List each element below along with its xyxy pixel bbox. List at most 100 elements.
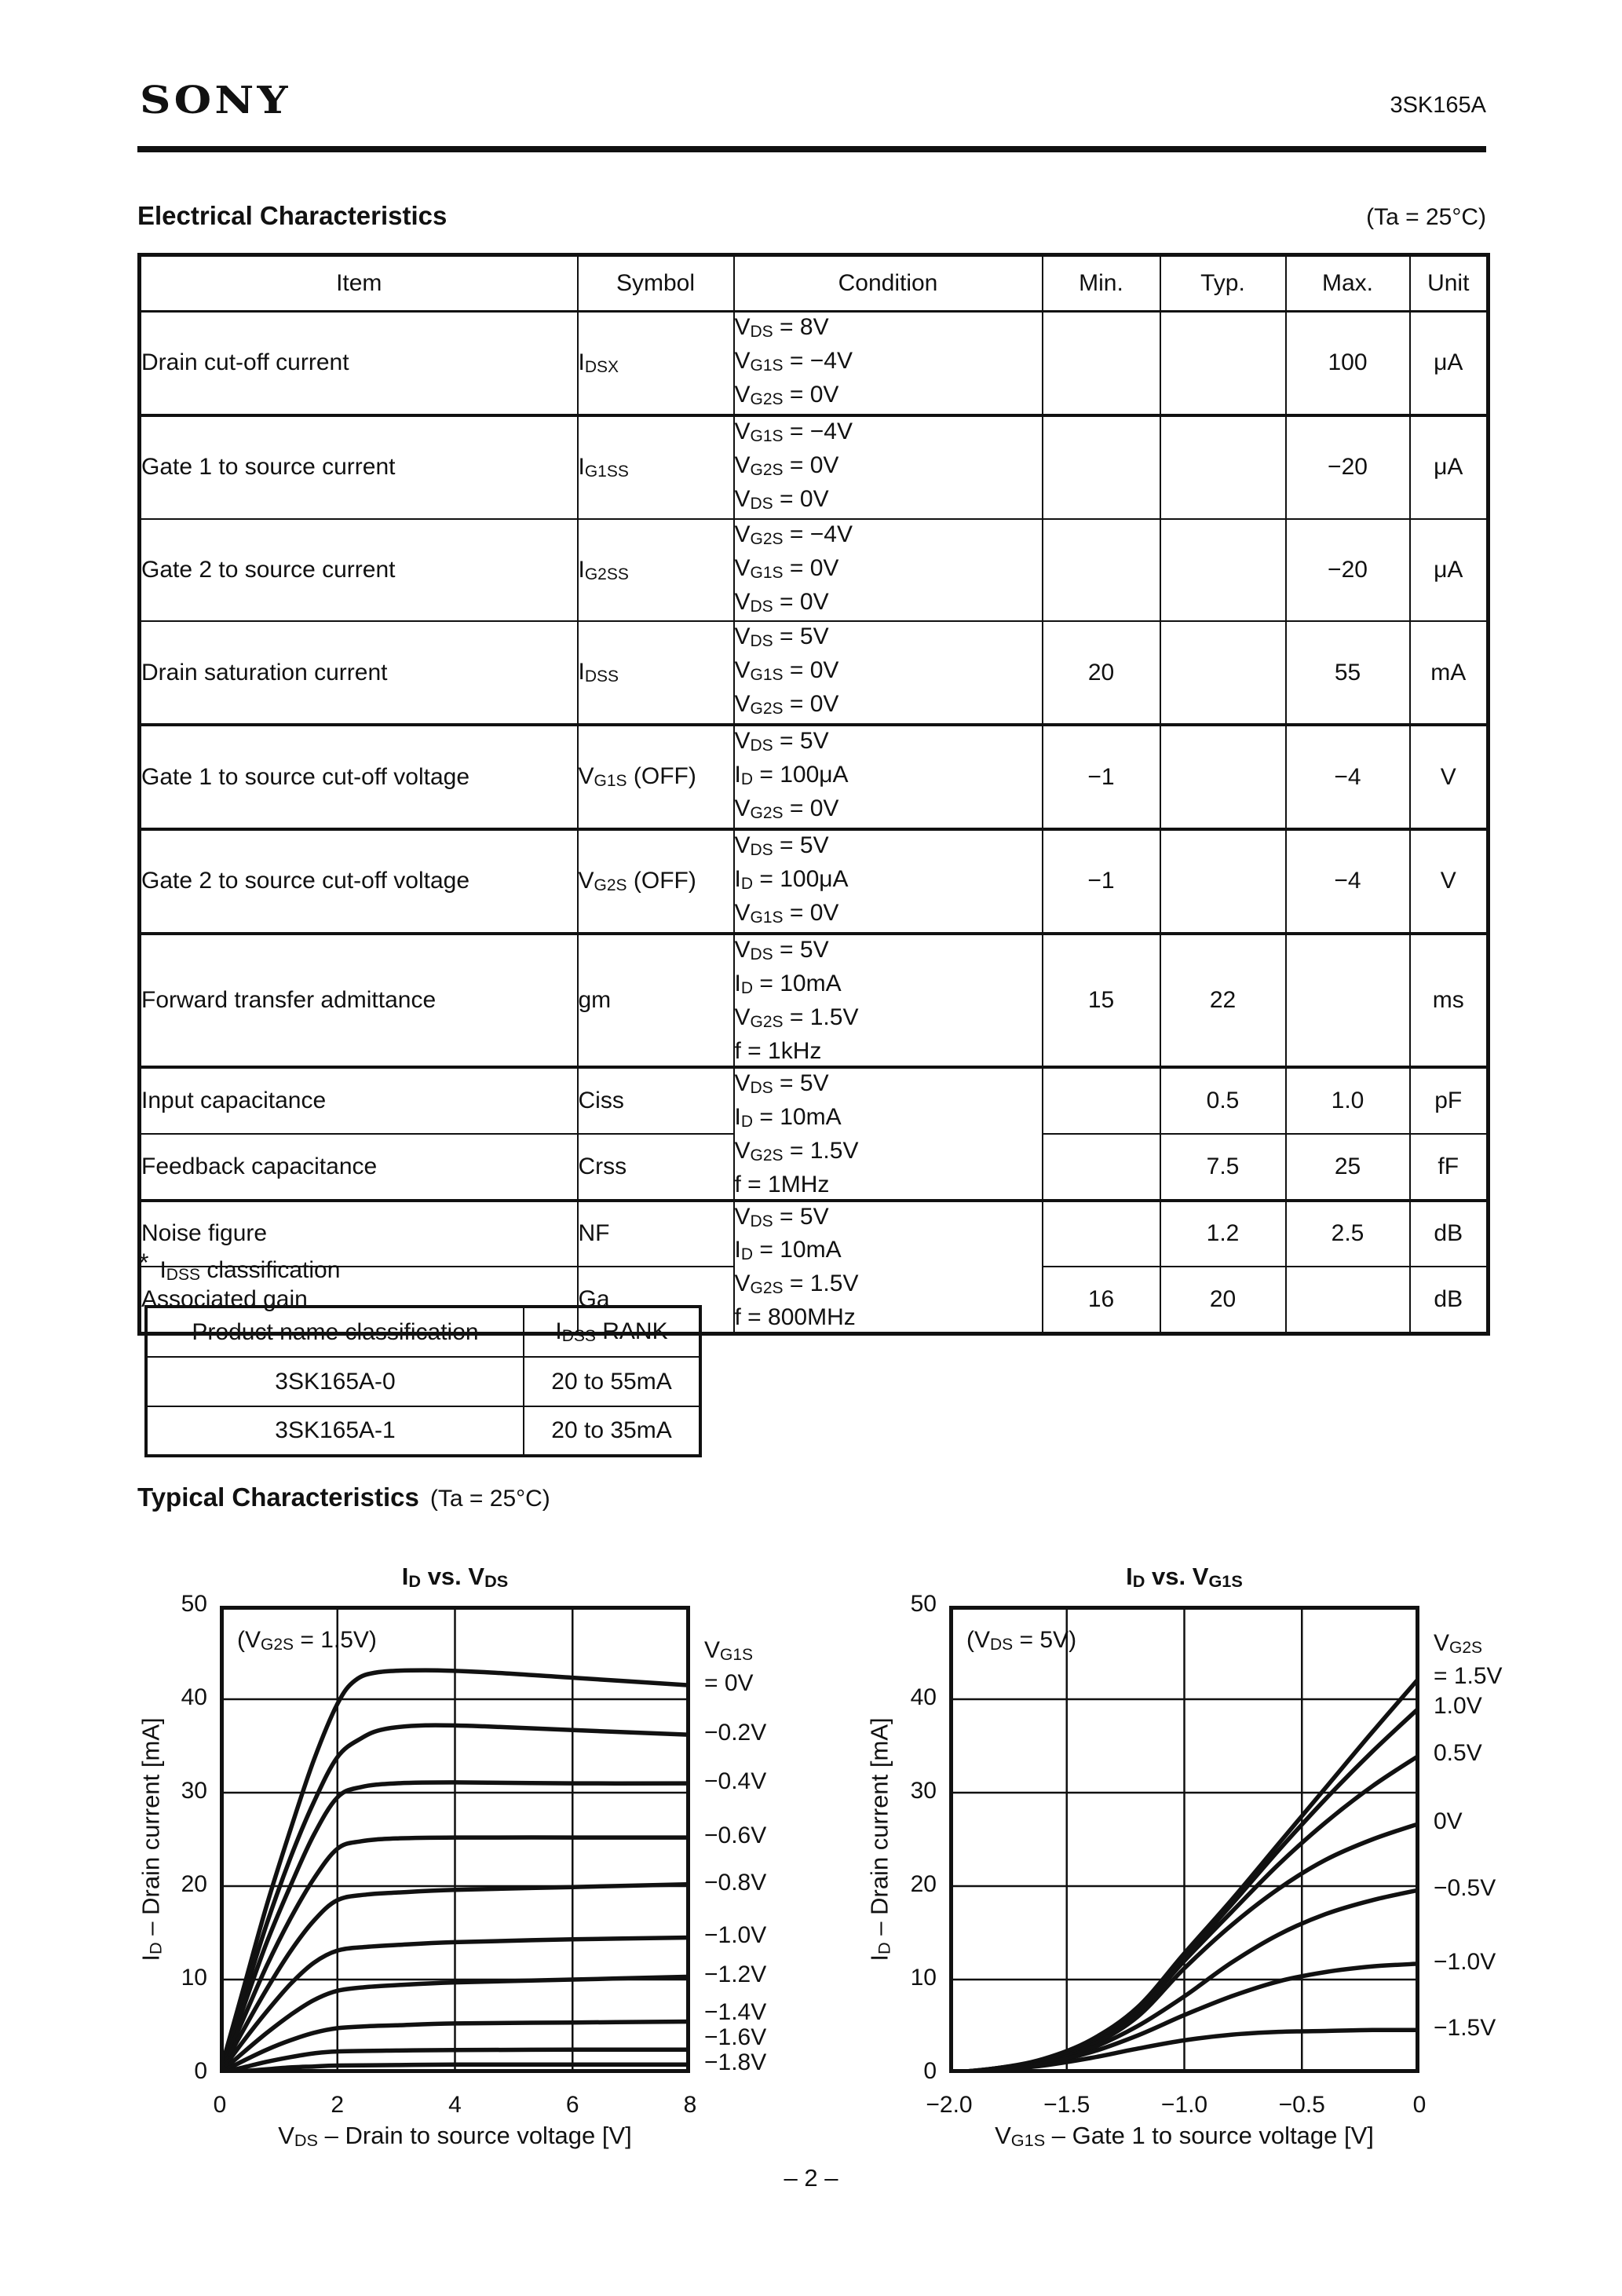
cell-max: 100 <box>1284 309 1411 416</box>
y-axis-label: ID – Drain current [mA] <box>862 1606 898 2073</box>
table-row: 3SK165A-0 20 to 55mA <box>145 1356 701 1407</box>
cell-symbol: VG2S (OFF) <box>576 828 735 934</box>
y-tick-label: 40 <box>910 1684 937 1710</box>
y-tick-label: 10 <box>910 1965 937 1991</box>
cell-symbol: IDSS <box>576 620 735 726</box>
y-tick-label: 40 <box>181 1684 207 1710</box>
temperature-note: (Ta = 25°C) <box>429 1486 550 1512</box>
cell-typ: 22 <box>1159 931 1287 1068</box>
x-tick-label: −1.5 <box>1043 2092 1090 2118</box>
curve-label: −0.5V <box>1434 1874 1496 1901</box>
y-tick-label: 20 <box>910 1871 937 1897</box>
legend-header: VG2S <box>1434 1629 1483 1657</box>
curve <box>220 1780 690 2073</box>
cell-item: Feedback capacitance <box>138 1132 579 1201</box>
electrical-characteristics-heading: Electrical Characteristics (Ta = 25°C) <box>137 201 1486 231</box>
x-tick-label: 0 <box>1412 2092 1427 2118</box>
cell-typ: 20 <box>1159 1266 1287 1335</box>
cell-max: 2.5 <box>1284 1198 1411 1268</box>
cell-max: −4 <box>1284 828 1411 934</box>
y-tick-label: 30 <box>181 1778 207 1804</box>
curve <box>220 1723 690 2073</box>
cell-max: 1.0 <box>1284 1065 1411 1135</box>
cell-unit: V <box>1408 828 1489 934</box>
curve <box>220 1881 690 2073</box>
cell-min: 15 <box>1041 931 1161 1068</box>
curve-label: 1.0V <box>1434 1692 1482 1719</box>
cell-typ <box>1159 620 1287 726</box>
cell-rank: 20 to 35mA <box>523 1406 701 1457</box>
cell-unit: μA <box>1408 517 1489 623</box>
cell-min: 16 <box>1041 1266 1161 1335</box>
section-title: Electrical Characteristics <box>137 201 448 230</box>
col-header-symbol: Symbol <box>576 254 735 313</box>
plot-id-vds <box>220 1606 690 2073</box>
curve <box>220 1668 690 2073</box>
x-tick-label: 8 <box>683 2092 697 2118</box>
curve-label: −1.0V <box>704 1922 767 1949</box>
cell-condition: VDS = 5V ID = 100μA VG2S = 0V <box>732 723 1043 831</box>
cell-symbol: IG1SS <box>576 413 735 520</box>
cell-symbol: gm <box>576 931 735 1068</box>
table-row: Gate 1 to source current IG1SS VG1S = −4… <box>138 413 1489 520</box>
cell-condition-shared: VDS = 5V ID = 10mA VG2S = 1.5V f = 800MHz <box>732 1198 1043 1335</box>
cell-min: −1 <box>1041 828 1161 934</box>
cell-unit: fF <box>1408 1132 1489 1201</box>
y-tick-label: 0 <box>194 2058 207 2084</box>
table-row: Noise figure NF VDS = 5V ID = 10mA VG2S = … <box>138 1198 1489 1335</box>
cell-item: Gate 1 to source cut-off voltage <box>138 723 579 831</box>
curve-label: 0V <box>1434 1808 1463 1835</box>
chart-title-id-vg1s: ID vs. VG1S <box>1126 1563 1243 1592</box>
gridlines <box>949 1606 1419 2073</box>
table-row: Gate 1 to source cut-off voltage VG1S (O… <box>138 723 1489 831</box>
table-row: Drain cut-off current IDSX VDS = 8V VG1S … <box>138 309 1489 416</box>
cell-max <box>1284 1266 1411 1335</box>
x-tick-label: 2 <box>331 2092 345 2118</box>
col-header-item: Item <box>138 254 579 313</box>
plot-border <box>949 1606 1419 2073</box>
cell-symbol: Ciss <box>576 1065 735 1135</box>
cell-condition-shared: VDS = 5V ID = 10mA VG2S = 1.5V f = 1MHz <box>732 1065 1043 1201</box>
col-header-min: Min. <box>1041 254 1161 313</box>
cell-item: Forward transfer admittance <box>138 931 579 1068</box>
curve-label: = 0V <box>704 1670 754 1697</box>
cell-unit: dB <box>1408 1266 1489 1335</box>
curves <box>220 1668 690 2073</box>
cell-typ <box>1159 413 1287 520</box>
x-tick-label: 0 <box>213 2092 227 2118</box>
cell-item: Gate 1 to source current <box>138 413 579 520</box>
cell-item: Gate 2 to source current <box>138 517 579 623</box>
cell-typ <box>1159 828 1287 934</box>
x-axis-label: VG1S – Gate 1 to source voltage [V] <box>995 2122 1374 2151</box>
cell-min: −1 <box>1041 723 1161 831</box>
curve-label: −1.5V <box>1434 2015 1496 2042</box>
table-row: Forward transfer admittance gm VDS = 5V I… <box>138 931 1489 1068</box>
cell-unit: pF <box>1408 1065 1489 1135</box>
asterisk-marker: * <box>139 1249 149 1277</box>
table-header-row: Item Symbol Condition Min. Typ. Max. Uni… <box>138 254 1489 313</box>
plot-id-vg1s <box>949 1606 1419 2073</box>
cell-product-name: 3SK165A-1 <box>145 1406 524 1457</box>
x-tick-label: 6 <box>565 2092 579 2118</box>
y-axis-label-text: ID – Drain current [mA] <box>137 1717 166 1961</box>
x-tick-label: 4 <box>448 2092 462 2118</box>
col-header-max: Max. <box>1284 254 1411 313</box>
table-row: Input capacitance Ciss VDS = 5V ID = 10mA… <box>138 1065 1489 1201</box>
curve-label: −1.4V <box>704 1999 767 2026</box>
cell-rank: 20 to 55mA <box>523 1356 701 1407</box>
cell-min <box>1041 1132 1161 1201</box>
x-tick-label: −1.0 <box>1160 2092 1208 2118</box>
cell-typ <box>1159 309 1287 416</box>
cell-item: Noise figure <box>138 1198 579 1268</box>
idss-classification-note: * IDSS classification <box>139 1249 341 1285</box>
table-row: Gate 2 to source cut-off voltage VG2S (O… <box>138 828 1489 934</box>
curve-label: −0.4V <box>704 1768 767 1795</box>
plot-border <box>220 1606 690 2073</box>
table-row: Feedback capacitance Crss 7.5 25 fF <box>138 1132 1489 1201</box>
note-text: IDSS classification <box>159 1257 341 1284</box>
electrical-characteristics-table: Item Symbol Condition Min. Typ. Max. Uni… <box>137 253 1490 1336</box>
cell-typ: 1.2 <box>1159 1198 1287 1268</box>
cell-min <box>1041 517 1161 623</box>
col-header-condition: Condition <box>732 254 1043 313</box>
